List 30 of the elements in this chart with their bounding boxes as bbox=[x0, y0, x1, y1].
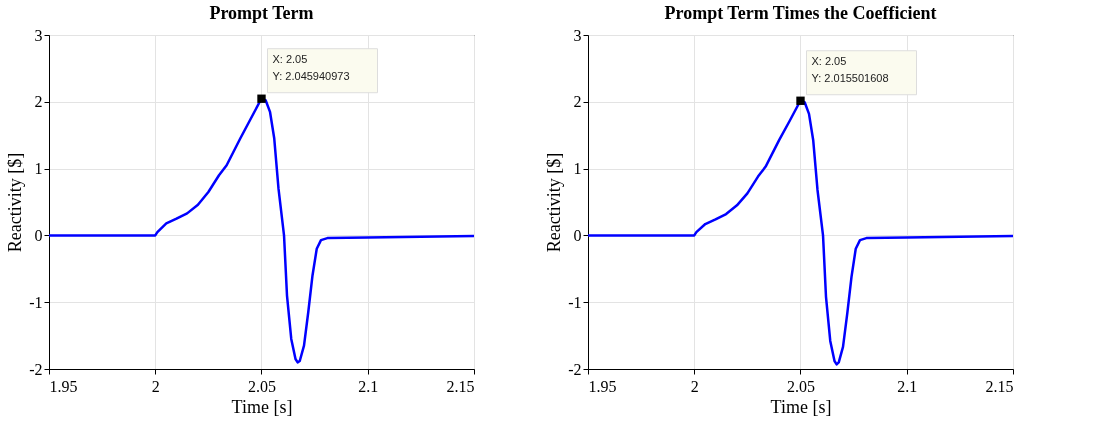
annotation: X: 2.05 Y: 2.015501608 bbox=[811, 54, 889, 84]
y-tick-label: 2 bbox=[573, 93, 582, 111]
y-tick-label: -2 bbox=[29, 360, 43, 378]
x-tick-label: 2 bbox=[690, 377, 699, 395]
x-axis-title: Time [s] bbox=[770, 396, 832, 417]
x-tick-label: 2.15 bbox=[985, 377, 1014, 395]
y-tick-label: -1 bbox=[568, 293, 582, 311]
annotation: X: 2.05 Y: 2.045940973 bbox=[272, 52, 350, 82]
y-axis-title: Reactivity [$] bbox=[5, 152, 26, 253]
y-tick-label: 2 bbox=[34, 93, 43, 111]
x-axis-title: Time [s] bbox=[231, 396, 293, 417]
x-tick-label: 2 bbox=[151, 377, 160, 395]
y-tick-label: 3 bbox=[34, 26, 43, 44]
chart-title: Prompt Term bbox=[209, 3, 314, 23]
x-tick-label: 2.05 bbox=[787, 377, 815, 395]
chart-title: Prompt Term Times the Coefficient bbox=[664, 3, 937, 23]
y-tick-label: 0 bbox=[573, 226, 582, 244]
x-tick-label: 1.95 bbox=[588, 377, 617, 395]
y-axis-title: Reactivity [$] bbox=[544, 152, 565, 253]
x-tick-label: 1.95 bbox=[49, 377, 78, 395]
y-tick-label: -2 bbox=[568, 360, 582, 378]
y-tick-label: -1 bbox=[29, 293, 43, 311]
y-tick-label: 0 bbox=[34, 226, 43, 244]
y-tick-label: 3 bbox=[573, 26, 582, 44]
y-tick-label: 1 bbox=[34, 160, 43, 178]
x-tick-label: 2.1 bbox=[358, 377, 379, 395]
y-tick-label: 1 bbox=[573, 160, 582, 178]
x-tick-label: 2.1 bbox=[897, 377, 918, 395]
x-tick-label: 2.15 bbox=[446, 377, 475, 395]
x-tick-label: 2.05 bbox=[248, 377, 276, 395]
